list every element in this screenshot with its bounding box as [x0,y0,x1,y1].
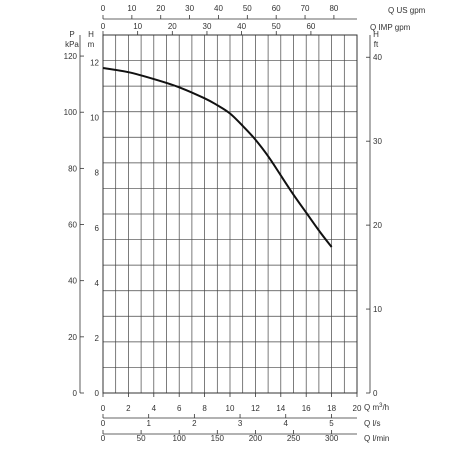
us-gpm-tick-label: 20 [156,4,165,13]
ft-unit-label: ft [374,40,379,49]
h-right-unit-label: H [373,30,379,39]
m-unit-label: m [88,40,95,49]
p-unit-label: P [69,30,74,39]
m3h-tick-label: 14 [276,404,285,413]
ls-tick-label: 1 [146,419,151,428]
us-gpm-tick-label: 70 [301,4,310,13]
head-m-tick-label: 12 [90,59,99,68]
us-gpm-unit-label: Q US gpm [388,6,426,15]
ls-tick-label: 4 [284,419,289,428]
head-m-tick-label: 2 [95,334,100,343]
m3h-tick-label: 18 [327,404,336,413]
m3h-tick-label: 0 [101,404,106,413]
kpa-tick-label: 100 [64,108,78,117]
lmin-tick-label: 250 [287,434,301,443]
m3h-tick-label: 20 [353,404,362,413]
m3h-tick-label: 16 [302,404,311,413]
m3h-tick-label: 10 [226,404,235,413]
m3h-tick-label: 12 [251,404,260,413]
lmin-tick-label: 100 [173,434,187,443]
imp-gpm-tick-label: 0 [101,22,106,31]
ls-tick-label: 3 [238,419,243,428]
kpa-tick-label: 40 [68,277,77,286]
lmin-tick-label: 200 [249,434,263,443]
imp-gpm-tick-label: 60 [306,22,315,31]
head-m-tick-label: 6 [95,224,100,233]
curve-layer [102,67,333,248]
axes: 0 10 20 30 40 50 60 70 800 10 20 30 40 50 600 2 4 6 8 10 12 1… [64,4,383,443]
lmin-unit-label: Q l/min [364,434,389,443]
h-left-unit-label: H [88,30,94,39]
m3h-unit-label: Q m3/h [364,403,389,412]
ls-tick-label: 0 [101,419,106,428]
kpa-tick-label: 0 [73,389,78,398]
ls-tick-label: 2 [192,419,197,428]
m3h-tick-label: 6 [177,404,182,413]
m3h-tick-label: 8 [202,404,207,413]
us-gpm-tick-label: 60 [272,4,281,13]
ls-unit-label: Q l/s [364,419,380,428]
lmin-tick-label: 300 [325,434,339,443]
imp-gpm-unit-label: Q IMP gpm [370,23,411,32]
kpa-tick-label: 60 [68,221,77,230]
grid [103,35,357,393]
ft-tick-label: 30 [373,137,382,146]
imp-gpm-tick-label: 20 [168,22,177,31]
ft-tick-label: 0 [373,389,378,398]
imp-gpm-tick-label: 30 [203,22,212,31]
ls-tick-label: 5 [329,419,334,428]
imp-gpm-tick-label: 10 [133,22,142,31]
m3h-end: /h [382,403,389,412]
pump-curve-line [102,67,333,248]
kpa-tick-label: 120 [64,52,78,61]
imp-gpm-tick-label: 40 [237,22,246,31]
m3h-sup: 3 [379,403,383,409]
m3h-tick-label: 2 [126,404,131,413]
us-gpm-tick-label: 80 [329,4,338,13]
lmin-tick-label: 0 [101,434,106,443]
kpa-tick-label: 80 [68,164,77,173]
ft-tick-label: 40 [373,53,382,62]
imp-gpm-tick-label: 50 [272,22,281,31]
ft-tick-label: 20 [373,221,382,230]
us-gpm-tick-label: 30 [185,4,194,13]
us-gpm-tick-label: 50 [243,4,252,13]
us-gpm-tick-label: 10 [127,4,136,13]
ft-tick-label: 10 [373,305,382,314]
head-m-tick-label: 8 [95,169,100,178]
m3h-q: Q m [364,403,379,412]
kpa-unit-label: kPa [65,40,79,49]
head-m-tick-label: 0 [95,389,100,398]
head-m-tick-label: 10 [90,114,99,123]
lmin-tick-label: 150 [211,434,225,443]
lmin-tick-label: 50 [137,434,146,443]
us-gpm-tick-label: 40 [214,4,223,13]
kpa-tick-label: 20 [68,333,77,342]
m3h-tick-label: 4 [152,404,157,413]
head-m-tick-label: 4 [95,279,100,288]
us-gpm-tick-label: 0 [101,4,106,13]
